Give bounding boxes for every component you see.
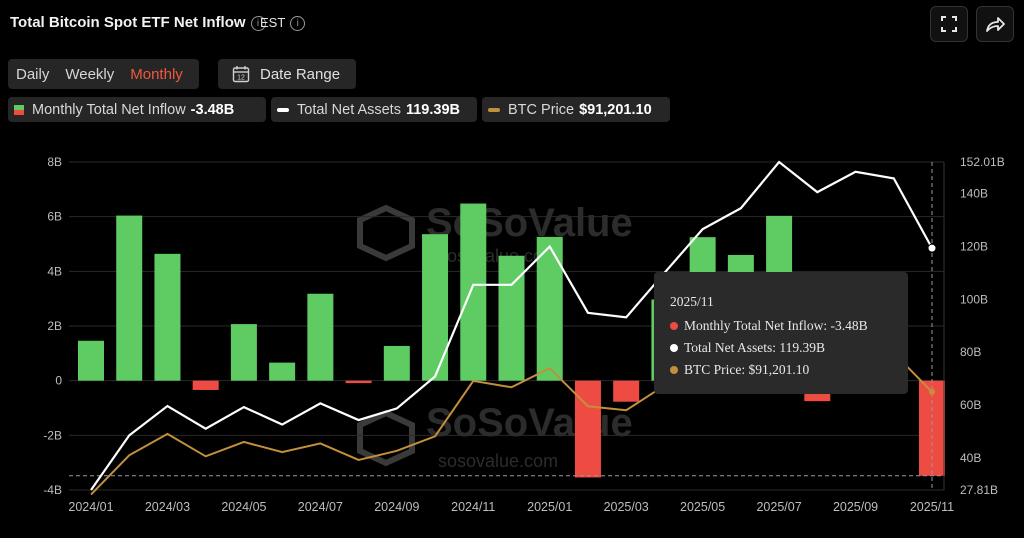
x-axis-tick: 2025/11 xyxy=(910,500,954,514)
y-axis-right-tick: 120B xyxy=(960,240,988,254)
total-net-assets-line xyxy=(90,160,933,491)
y-axis-right-tick: 100B xyxy=(960,292,988,306)
watermark-logo-icon xyxy=(357,204,415,262)
x-axis-tick: 2025/05 xyxy=(680,500,725,514)
bar xyxy=(307,293,334,381)
date-range-label: Date Range xyxy=(260,65,341,83)
period-selector: Daily Weekly Monthly xyxy=(8,59,199,89)
y-axis-left-tick: 8B xyxy=(47,155,62,169)
x-axis-tick: 2024/07 xyxy=(298,500,343,514)
bar xyxy=(383,345,410,381)
fullscreen-icon xyxy=(941,16,957,32)
timezone-label[interactable]: EST i xyxy=(260,15,306,31)
y-axis-right-tick: 60B xyxy=(960,398,981,412)
tooltip-date: 2025/11 xyxy=(670,294,714,309)
tooltip-row-assets: Total Net Assets: 119.39B xyxy=(670,340,825,356)
price-marker xyxy=(929,388,935,395)
info-icon[interactable]: i xyxy=(250,16,266,31)
fullscreen-button[interactable] xyxy=(930,6,968,42)
share-button[interactable] xyxy=(976,6,1014,42)
x-axis-tick: 2024/03 xyxy=(145,500,190,514)
inflow-swatch-icon xyxy=(14,104,24,115)
chart-title: Total Bitcoin Spot ETF Net Inflow i xyxy=(10,14,266,31)
legend-net-inflow[interactable]: Monthly Total Net Inflow -3.48B xyxy=(8,97,266,122)
tooltip: 2025/11 Monthly Total Net Inflow: -3.48B… xyxy=(654,272,908,394)
bar xyxy=(536,236,563,381)
bar xyxy=(574,380,601,478)
legend-value: 119.39B xyxy=(405,101,460,118)
date-range-button[interactable]: 12 Date Range xyxy=(218,59,356,89)
watermark-url: sosovalue.com xyxy=(438,451,558,471)
bar xyxy=(116,215,143,381)
legend-btc-price[interactable]: BTC Price $91,201.10 xyxy=(482,97,670,122)
bar xyxy=(460,203,487,381)
assets-swatch-icon xyxy=(277,107,289,112)
y-axis-left-tick: 2B xyxy=(47,319,62,333)
x-axis-tick: 2024/11 xyxy=(451,500,495,514)
chart-title-text: Total Bitcoin Spot ETF Net Inflow xyxy=(10,14,246,31)
x-axis-tick: 2025/01 xyxy=(527,500,572,514)
bar xyxy=(613,380,640,402)
tab-daily[interactable]: Daily xyxy=(16,65,50,83)
y-axis-left-tick: 4B xyxy=(47,264,62,278)
price-swatch-icon xyxy=(488,107,500,112)
bar xyxy=(422,234,449,381)
assets-marker xyxy=(927,243,937,253)
legend-value: -3.48B xyxy=(190,101,235,118)
timezone-text: EST xyxy=(260,15,286,30)
watermark-logo-icon xyxy=(357,409,415,467)
legend-label: Total Net Assets xyxy=(297,101,401,118)
tooltip-dot xyxy=(670,344,678,352)
bar xyxy=(230,324,257,381)
x-axis-tick: 2024/01 xyxy=(68,500,113,514)
legend-total-net-assets[interactable]: Total Net Assets 119.39B xyxy=(271,97,477,122)
x-axis-tick: 2024/09 xyxy=(374,500,419,514)
x-axis-tick: 2024/05 xyxy=(221,500,266,514)
y-axis-right-tick: 40B xyxy=(960,451,981,465)
bar xyxy=(192,380,219,390)
x-axis-tick: 2025/03 xyxy=(604,500,649,514)
y-axis-left-tick: 0 xyxy=(55,374,62,388)
y-axis-left-tick: -4B xyxy=(43,483,62,497)
tooltip-dot xyxy=(670,322,678,330)
y-axis-right-tick: 152.01B xyxy=(960,155,1005,169)
tooltip-row-text: Total Net Assets: 119.39B xyxy=(684,340,826,355)
tooltip-row-inflow: Monthly Total Net Inflow: -3.48B xyxy=(670,318,868,334)
tooltip-row-text: BTC Price: $91,201.10 xyxy=(684,362,810,377)
share-icon xyxy=(986,17,1005,32)
calendar-icon: 12 xyxy=(232,66,250,83)
info-icon[interactable]: i xyxy=(290,16,306,31)
y-axis-right-tick: 140B xyxy=(960,187,988,201)
bar xyxy=(345,380,372,384)
x-axis-tick: 2025/09 xyxy=(833,500,878,514)
y-axis-right-tick: 80B xyxy=(960,345,981,359)
axes: 8B 6B 4B 2B 0 -2B -4B 152.01B 140B 120B 100B 80B 60B… xyxy=(43,155,1004,514)
bar xyxy=(154,253,181,381)
legend-label: BTC Price xyxy=(508,101,575,118)
calendar-icon-text: 12 xyxy=(237,75,245,82)
bar xyxy=(269,362,296,381)
y-axis-right-tick: 27.81B xyxy=(960,483,998,497)
watermark-brand: SoSoValue xyxy=(426,201,633,245)
tab-monthly[interactable]: Monthly xyxy=(130,65,183,83)
legend-label: Monthly Total Net Inflow xyxy=(32,101,186,118)
lines xyxy=(69,160,944,496)
tooltip-dot xyxy=(670,366,678,374)
y-axis-left-tick: 6B xyxy=(47,210,62,224)
x-axis-tick: 2025/07 xyxy=(756,500,801,514)
tooltip-row-text: Monthly Total Net Inflow: -3.48B xyxy=(684,318,868,333)
y-axis-left-tick: -2B xyxy=(43,428,62,442)
tab-weekly[interactable]: Weekly xyxy=(65,65,115,83)
tooltip-row-price: BTC Price: $91,201.10 xyxy=(670,362,809,378)
bar xyxy=(78,340,104,381)
legend-value: $91,201.10 xyxy=(579,101,652,118)
